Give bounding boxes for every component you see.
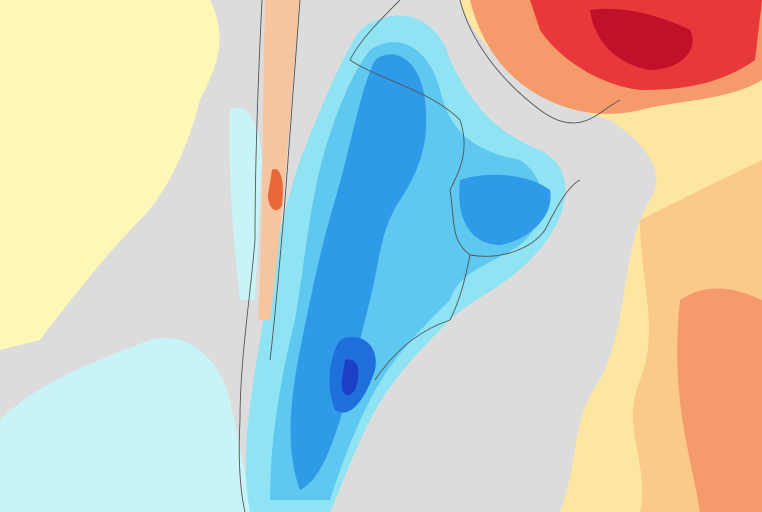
cool-anomaly-uruguay-blue <box>459 174 551 245</box>
warm-anomaly-deep-orange <box>677 288 762 512</box>
cool-anomaly-argentina-blue <box>290 54 427 491</box>
cool-anomaly-southwest <box>0 338 250 512</box>
warm-anomaly-pacific <box>0 0 220 350</box>
cool-anomaly-patagonia-darkest <box>341 359 359 396</box>
political-borders <box>238 0 621 512</box>
warm-anomaly-brazil-darkred <box>590 8 693 70</box>
warm-anomaly-andes-red <box>268 169 283 211</box>
warm-anomaly-andes <box>258 0 300 320</box>
